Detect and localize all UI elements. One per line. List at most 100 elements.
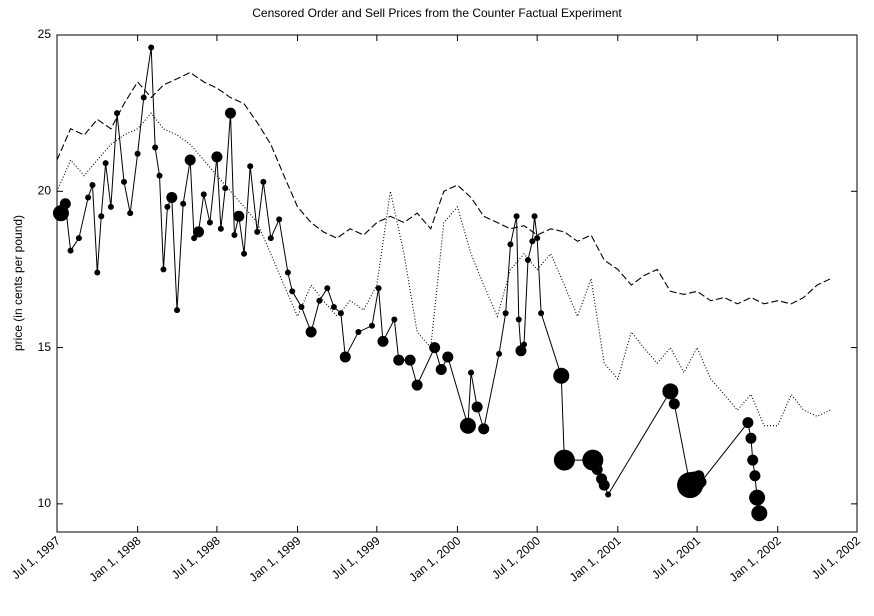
y-tick-label: 15 [38, 340, 52, 354]
x-tick-label: Jan 1, 2002 [727, 533, 784, 584]
marker [538, 310, 545, 317]
marker [429, 342, 441, 354]
marker [276, 216, 283, 223]
marker [471, 401, 483, 413]
marker [337, 310, 344, 317]
marker [114, 110, 121, 117]
marker [289, 288, 296, 295]
marker [140, 94, 147, 101]
marker [742, 417, 754, 429]
marker [513, 213, 520, 220]
marker [166, 192, 178, 204]
marker [662, 383, 679, 400]
marker [521, 341, 528, 348]
series-line [60, 47, 760, 514]
marker [316, 297, 323, 304]
x-tick-label: Jan 1, 1999 [246, 533, 303, 584]
x-tick-label: Jul 1, 2002 [809, 533, 863, 582]
plot-frame [56, 34, 858, 533]
marker [254, 228, 261, 235]
marker [241, 250, 248, 257]
marker [339, 351, 351, 363]
marker [391, 316, 398, 323]
marker [529, 238, 536, 245]
marker [668, 398, 680, 410]
marker [85, 194, 92, 201]
marker [224, 107, 236, 119]
x-tick-label: Jul 1, 2000 [489, 533, 543, 582]
marker [156, 172, 163, 179]
marker [231, 232, 238, 239]
marker [515, 345, 527, 357]
marker [496, 350, 503, 357]
marker [749, 489, 766, 506]
marker [435, 363, 447, 375]
marker [121, 178, 128, 185]
y-axis-label: price (in cents per pound) [11, 215, 25, 351]
y-tick-label: 25 [38, 27, 52, 41]
x-tick-label: Jul 1, 1998 [169, 533, 223, 582]
marker [330, 303, 337, 310]
x-tick-label: Jul 1, 2001 [649, 533, 703, 582]
marker [211, 151, 223, 163]
marker [67, 247, 74, 254]
marker [411, 379, 423, 391]
marker [148, 44, 155, 51]
marker [442, 351, 454, 363]
marker [222, 185, 229, 192]
marker [107, 203, 114, 210]
marker [745, 432, 757, 444]
marker [459, 417, 476, 434]
marker [127, 210, 134, 217]
marker [193, 226, 205, 238]
marker [134, 150, 141, 157]
marker [247, 163, 254, 170]
marker [468, 369, 475, 376]
marker [267, 235, 274, 242]
marker [377, 335, 389, 347]
marker [515, 316, 522, 323]
marker [164, 203, 171, 210]
marker [298, 303, 305, 310]
marker [534, 235, 541, 242]
x-tick-label: Jul 1, 1999 [329, 533, 383, 582]
marker [206, 219, 213, 226]
marker [478, 423, 490, 435]
marker [174, 307, 181, 314]
marker [355, 328, 362, 335]
y-tick-label: 10 [38, 496, 52, 510]
series-line [56, 71, 831, 305]
marker [524, 257, 531, 264]
marker [369, 322, 376, 329]
marker [747, 454, 759, 466]
x-tick-label: Jan 1, 1998 [86, 533, 143, 584]
marker [184, 154, 196, 166]
marker [375, 285, 382, 292]
marker [152, 144, 159, 151]
marker [605, 491, 612, 498]
series-line [56, 112, 831, 427]
marker [180, 200, 187, 207]
marker [94, 269, 101, 276]
marker [324, 285, 331, 292]
marker [102, 160, 109, 167]
marker [217, 225, 224, 232]
marker [160, 266, 167, 273]
marker [598, 479, 610, 491]
marker [284, 269, 291, 276]
marker [305, 326, 317, 338]
marker [59, 198, 71, 210]
marker [75, 235, 82, 242]
marker [98, 213, 105, 220]
marker [749, 470, 761, 482]
marker [553, 449, 575, 471]
marker [507, 241, 514, 248]
marker [260, 178, 267, 185]
marker [393, 354, 405, 366]
marker [591, 463, 603, 475]
marker [751, 505, 768, 522]
marker [531, 213, 538, 220]
x-tick-label: Jan 1, 2000 [406, 533, 463, 584]
marker [200, 191, 207, 198]
